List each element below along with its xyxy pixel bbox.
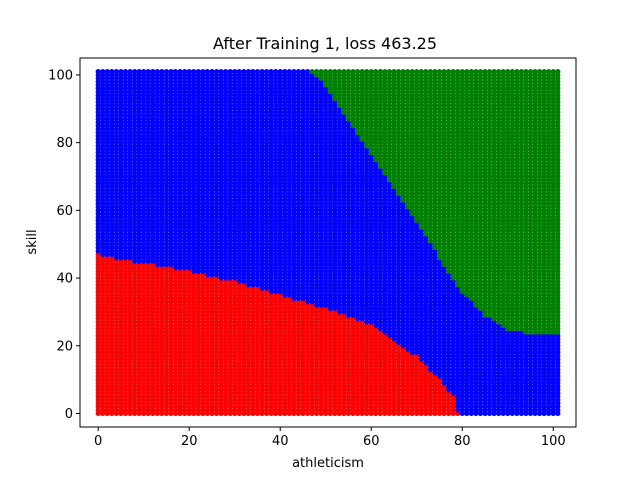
scatter-point	[154, 68, 160, 75]
scatter-point	[309, 68, 315, 75]
scatter-point	[250, 68, 256, 75]
scatter-point	[191, 68, 197, 75]
scatter-point	[273, 68, 279, 75]
scatter-point	[277, 68, 283, 75]
scatter-point	[254, 68, 261, 75]
scatter-point	[204, 68, 211, 75]
scatter-point	[172, 68, 179, 75]
scatter-point	[263, 68, 270, 75]
scatter-point	[132, 68, 138, 75]
scatter-point	[241, 68, 247, 75]
scatter-point	[209, 68, 215, 75]
scatter-point	[136, 68, 142, 75]
scatter-point	[232, 68, 238, 75]
scatter-point	[286, 68, 292, 75]
scatter-point	[104, 68, 110, 75]
scatter-point	[141, 68, 147, 75]
scatter-point	[236, 68, 242, 75]
scatter-point	[95, 68, 101, 75]
scatter-point	[186, 68, 192, 75]
scatter-point	[200, 68, 206, 75]
scatter-point	[213, 68, 220, 75]
scatter-point	[218, 68, 224, 75]
scatter-point	[168, 68, 174, 75]
scatter-point	[150, 68, 156, 75]
scatter-point	[295, 68, 302, 75]
scatter-point	[118, 68, 124, 75]
scatter-point	[145, 68, 151, 75]
scatter-point	[100, 68, 106, 75]
scatter-point	[159, 68, 165, 75]
chart-title: After Training 1, loss 463.25	[213, 34, 437, 53]
scatter-point	[177, 68, 183, 75]
scatter-point	[195, 68, 201, 75]
scatter-points	[95, 68, 561, 417]
scatter-point	[268, 68, 274, 75]
scatter-point	[122, 68, 129, 75]
scatter-point	[223, 68, 229, 75]
scatter-point	[109, 68, 115, 75]
scatter-point	[127, 68, 133, 75]
scatter-point	[259, 68, 265, 75]
scatter-point	[245, 68, 251, 75]
scatter-point	[291, 68, 297, 75]
scatter-point	[300, 68, 306, 75]
scatter-point	[304, 68, 311, 75]
scatter-point	[182, 68, 188, 75]
scatter-point	[227, 68, 233, 75]
scatter-point	[113, 68, 119, 75]
scatter-point	[282, 68, 288, 75]
scatter-point	[163, 68, 170, 75]
